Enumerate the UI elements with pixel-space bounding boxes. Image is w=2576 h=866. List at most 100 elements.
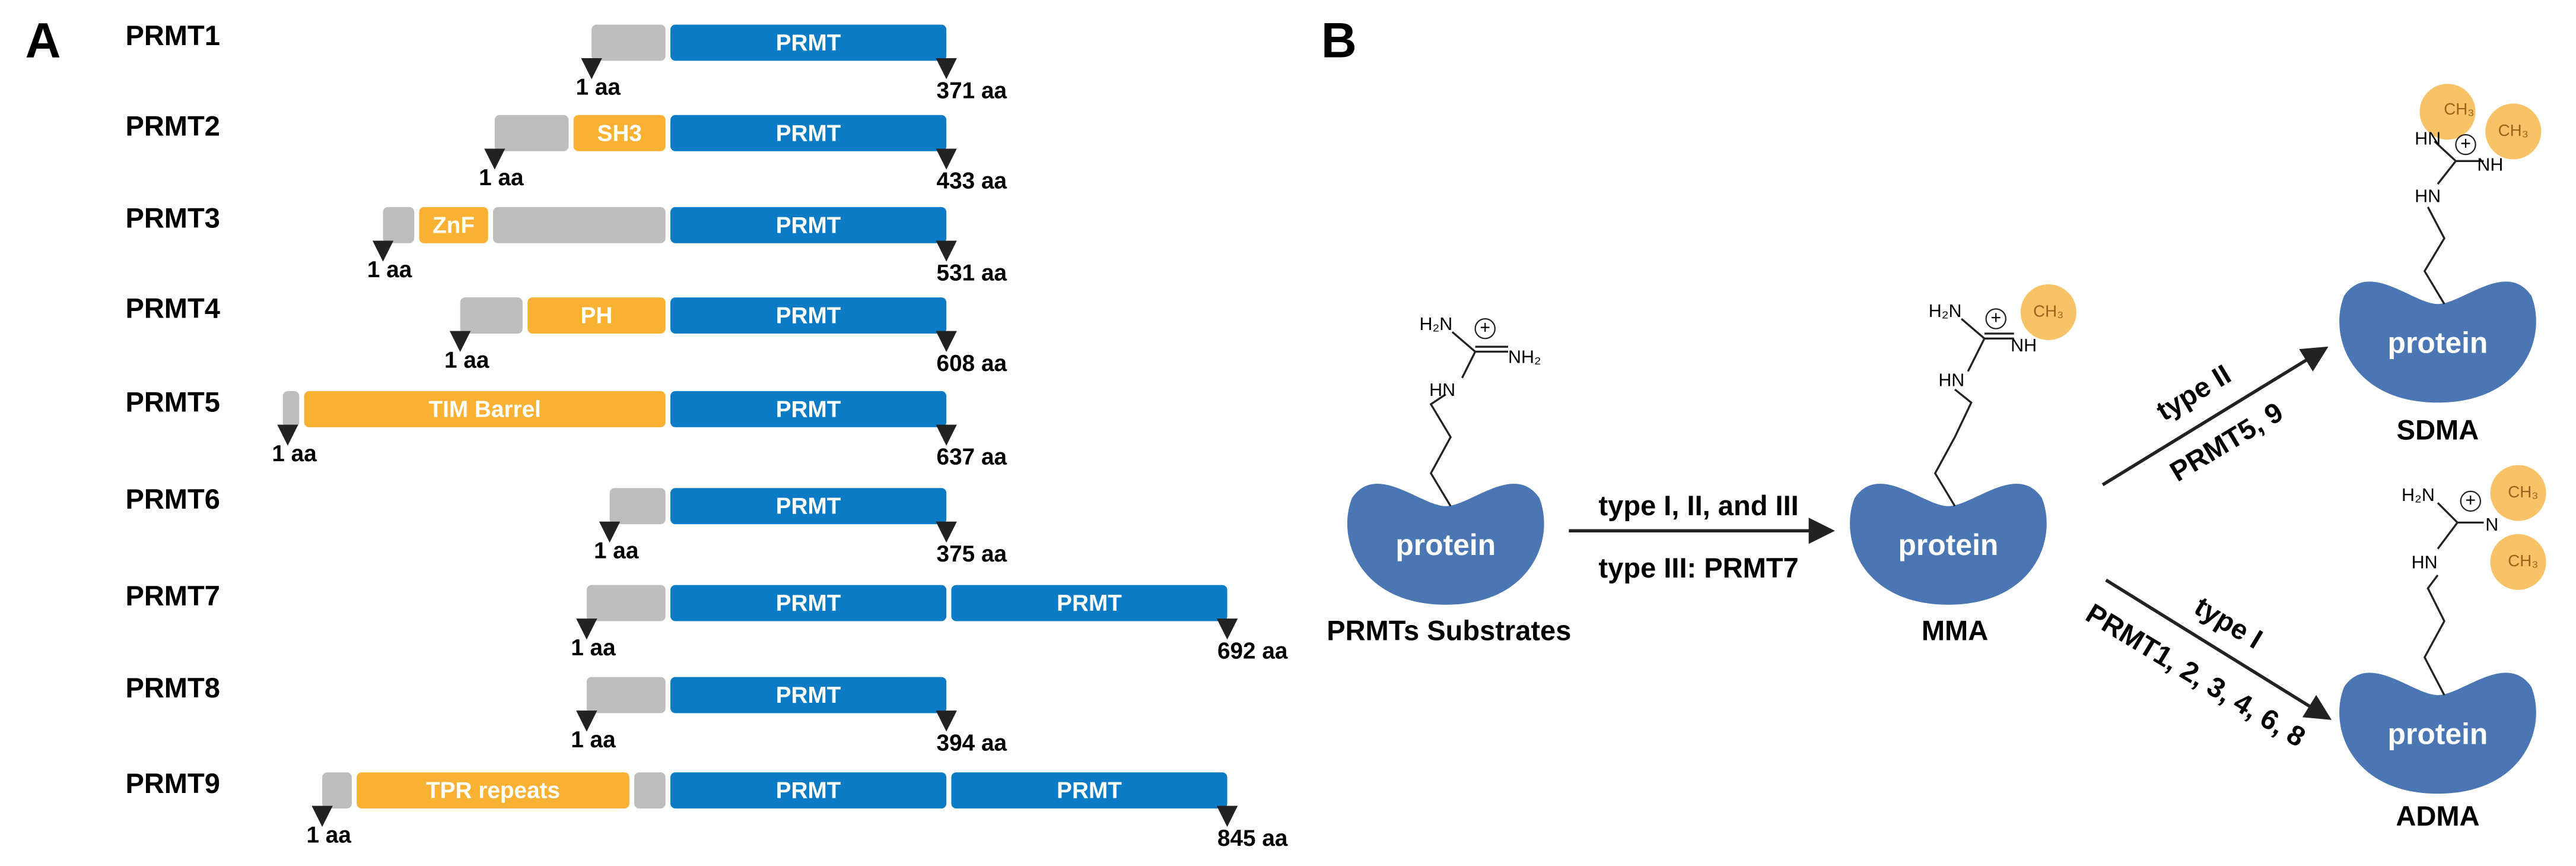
domain <box>419 207 488 243</box>
domain-label: SH3 <box>597 120 642 146</box>
chem-label: HN <box>2412 553 2438 573</box>
domain <box>670 207 947 243</box>
chem-label: CH₃ <box>2444 100 2474 118</box>
chem-label: N <box>2485 515 2498 535</box>
molecule-bonds <box>2423 140 2484 305</box>
start-label: 1 aa <box>576 75 621 100</box>
chem-label: NH <box>2477 155 2503 175</box>
protein-label: protein <box>2388 717 2488 750</box>
chem-label: HN <box>2415 186 2441 206</box>
domain-label: PRMT <box>776 212 841 238</box>
domain <box>951 585 1227 621</box>
arrow-label: type III: PRMT7 <box>1599 552 1799 583</box>
domain <box>670 585 947 621</box>
domain-label: PRMT <box>1057 778 1122 804</box>
chem-label: HN <box>1429 380 1455 400</box>
chem-label: CH₃ <box>2498 121 2529 139</box>
start-label: 1 aa <box>571 727 616 753</box>
molecule-bonds <box>1429 331 1508 507</box>
start-label: 1 aa <box>479 165 524 191</box>
arrow <box>2105 578 2332 720</box>
end-label: 692 aa <box>1217 638 1288 664</box>
domain <box>591 24 666 61</box>
protein-name: PRMT9 <box>125 767 220 799</box>
domain <box>494 115 569 151</box>
protein-name: PRMT4 <box>125 293 220 324</box>
domain <box>586 677 666 713</box>
domain <box>357 772 629 809</box>
chem-label: NH <box>2011 335 2037 356</box>
charge: + <box>2465 490 2476 510</box>
start-label: 1 aa <box>594 538 639 563</box>
molecule-bonds <box>2423 502 2484 696</box>
arrow-label: type I, II, and III <box>1599 490 1799 521</box>
domain <box>670 391 947 427</box>
protein-name: PRMT7 <box>125 580 220 611</box>
domain <box>634 772 666 809</box>
protein-name: PRMT6 <box>125 483 220 515</box>
domain <box>383 207 415 243</box>
protein-label: protein <box>1898 528 1999 562</box>
domain-label: PRMT <box>1057 591 1122 616</box>
caption: SDMA <box>2397 414 2479 446</box>
domain-label: ZnF <box>432 212 475 238</box>
domain <box>527 297 666 334</box>
domain <box>493 207 666 243</box>
domain-label: PRMT <box>776 396 841 422</box>
chem-label: CH₃ <box>2033 302 2063 320</box>
panel-a: A PRMT1 PRMT 1 aa 371 aa PRMT2 SH3 PRMT 1 aa 433… <box>25 13 1287 851</box>
start-label: 1 aa <box>571 635 616 661</box>
start-label: 1 aa <box>306 822 351 848</box>
chem-label: NH₂ <box>1508 347 1541 367</box>
arrow-label: type II <box>2151 358 2236 426</box>
domain <box>586 585 666 621</box>
start-label: 1 aa <box>444 347 489 373</box>
domain-label: PRMT <box>776 120 841 146</box>
domain-label: PRMT <box>776 591 841 616</box>
domain <box>609 488 666 525</box>
domain-label: PRMT <box>776 494 841 519</box>
end-label: 608 aa <box>937 351 1007 376</box>
start-label: 1 aa <box>272 441 317 467</box>
start-label: 1 aa <box>367 257 412 283</box>
caption: MMA <box>1922 614 1988 646</box>
panel-label: B <box>1321 13 1357 68</box>
domain-label: PRMT <box>776 303 841 329</box>
end-label: 375 aa <box>937 541 1007 567</box>
protein-label: protein <box>1395 528 1496 562</box>
protein-name: PRMT2 <box>125 110 220 141</box>
panel-b: B protein HN H₂N NH₂ + PRMTs Substrates … <box>1321 13 2546 832</box>
domain <box>304 391 666 427</box>
end-label: 637 aa <box>937 445 1007 470</box>
protein-name: PRMT3 <box>125 202 220 233</box>
end-label: 433 aa <box>937 169 1007 194</box>
domain-label: PH <box>581 303 613 329</box>
charge: + <box>2460 134 2471 154</box>
protein-label: protein <box>2388 326 2488 360</box>
domain-label: TIM Barrel <box>428 396 541 422</box>
panel-label: A <box>25 13 61 68</box>
chem-label: HN <box>1938 370 1964 390</box>
protein-name: PRMT5 <box>125 386 220 417</box>
protein-shape <box>1347 483 1544 605</box>
domain-label: TPR repeats <box>426 778 560 804</box>
end-label: 845 aa <box>1217 826 1288 851</box>
chem-label: H₂N <box>2402 485 2435 505</box>
chem-label: HN <box>2415 128 2441 148</box>
domain <box>670 24 947 61</box>
domain <box>460 297 523 334</box>
end-label: 531 aa <box>937 261 1007 286</box>
domain-label: PRMT <box>776 30 841 56</box>
caption: PRMTs Substrates <box>1327 614 1571 646</box>
protein-name: PRMT8 <box>125 672 220 703</box>
arrow <box>2101 346 2329 487</box>
arrow-label: type I <box>2189 590 2268 655</box>
chem-label: H₂N <box>1419 314 1452 334</box>
domain <box>670 297 947 334</box>
chem-label: H₂N <box>1929 301 1962 321</box>
caption: ADMA <box>2396 800 2479 832</box>
domain-label: PRMT <box>776 683 841 708</box>
domain <box>573 115 666 151</box>
chem-label: CH₃ <box>2508 483 2538 501</box>
